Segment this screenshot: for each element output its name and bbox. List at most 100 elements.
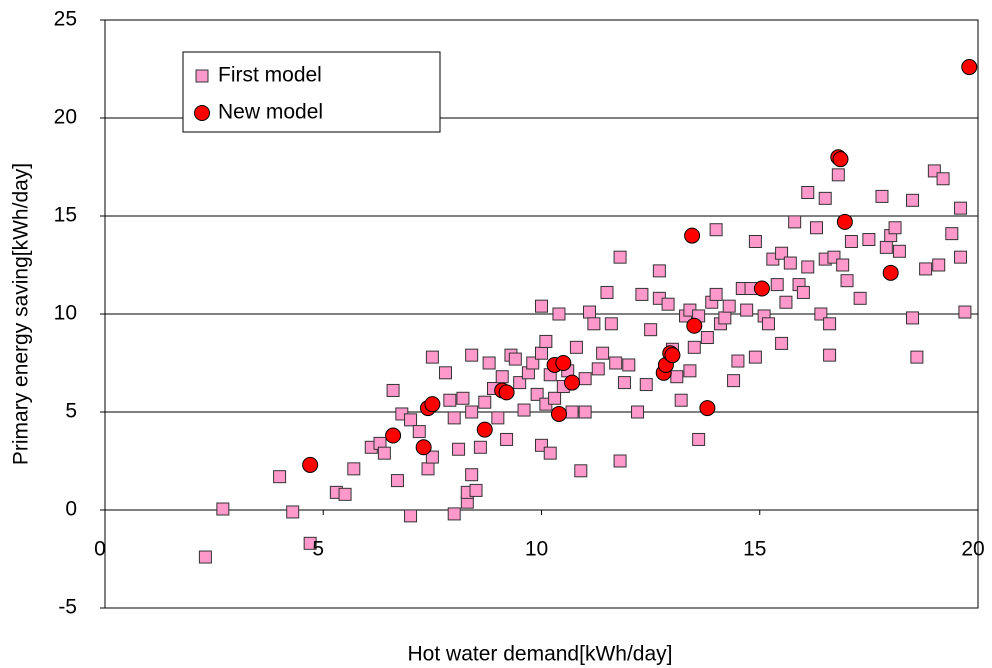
data-point — [731, 354, 745, 368]
data-point — [748, 234, 762, 248]
data-point — [390, 474, 404, 488]
data-point — [438, 366, 452, 380]
data-point — [954, 250, 968, 264]
legend-label: First model — [218, 64, 322, 87]
data-point — [622, 358, 636, 372]
data-point — [286, 505, 300, 519]
data-point — [424, 396, 441, 413]
data-point — [604, 317, 618, 331]
data-point — [564, 374, 581, 391]
data-point — [801, 185, 815, 199]
x-tick-label: 20 — [961, 538, 984, 561]
data-point — [216, 502, 230, 516]
data-point — [574, 464, 588, 478]
data-point — [578, 405, 592, 419]
data-point — [530, 387, 544, 401]
x-tick-label: 10 — [525, 538, 548, 561]
data-point — [718, 311, 732, 325]
x-axis-label: Hot water demand[kWh/day] — [408, 643, 673, 666]
data-point — [465, 405, 479, 419]
data-point — [456, 391, 470, 405]
data-point — [709, 287, 723, 301]
data-point — [832, 151, 849, 168]
data-point — [836, 258, 850, 272]
data-point — [482, 356, 496, 370]
data-point — [404, 413, 418, 427]
data-point — [404, 509, 418, 523]
x-tick-label: 0 — [94, 538, 106, 561]
data-point — [635, 287, 649, 301]
data-point — [879, 240, 893, 254]
data-point — [814, 307, 828, 321]
data-point — [639, 378, 653, 392]
data-point — [699, 400, 716, 417]
data-point — [892, 244, 906, 258]
data-point — [569, 340, 583, 354]
data-point — [613, 454, 627, 468]
data-point — [338, 487, 352, 501]
data-point — [447, 411, 461, 425]
data-point — [412, 425, 426, 439]
data-point — [552, 307, 566, 321]
data-point — [779, 295, 793, 309]
data-point — [882, 264, 899, 281]
data-point — [303, 536, 317, 550]
data-point — [548, 391, 562, 405]
data-point — [535, 299, 548, 313]
data-point — [591, 362, 605, 376]
x-tick-label: 15 — [743, 538, 766, 561]
x-tick-label: 5 — [312, 538, 324, 561]
data-point — [862, 233, 876, 247]
y-tick-label: 10 — [54, 302, 77, 325]
data-point — [415, 439, 432, 456]
data-point — [801, 260, 815, 274]
data-point — [796, 285, 810, 299]
data-point — [600, 285, 614, 299]
data-point — [954, 201, 968, 215]
data-point — [844, 234, 858, 248]
data-point — [526, 356, 540, 370]
data-point — [347, 462, 361, 476]
data-point — [906, 193, 920, 207]
data-point — [888, 221, 902, 235]
data-point — [385, 427, 402, 444]
data-point — [421, 462, 435, 476]
data-point — [465, 468, 479, 482]
data-point — [686, 317, 703, 334]
data-point — [670, 370, 684, 384]
data-point — [853, 291, 867, 305]
data-point — [476, 421, 493, 438]
data-point — [788, 215, 802, 229]
data-point — [823, 348, 837, 362]
data-point — [836, 213, 853, 230]
data-point — [692, 432, 706, 446]
data-point — [578, 372, 592, 386]
data-point — [875, 189, 889, 203]
data-point — [495, 370, 509, 384]
data-point — [919, 262, 933, 276]
data-point — [631, 405, 645, 419]
data-point — [753, 280, 770, 297]
data-point — [465, 348, 479, 362]
data-point — [727, 374, 741, 388]
data-point — [517, 403, 531, 417]
legend-box — [182, 51, 441, 133]
data-point — [498, 384, 515, 401]
data-point — [818, 191, 832, 205]
data-point — [443, 393, 457, 407]
data-point — [945, 227, 959, 241]
data-point — [500, 432, 514, 446]
data-point — [583, 305, 597, 319]
legend-marker — [194, 105, 210, 121]
data-point — [452, 442, 466, 456]
data-point — [652, 264, 666, 278]
data-point — [508, 352, 522, 366]
data-point — [823, 317, 837, 331]
data-point — [478, 395, 492, 409]
y-tick-label: 0 — [65, 498, 77, 521]
data-point — [543, 446, 557, 460]
data-point — [491, 411, 505, 425]
data-point — [565, 405, 579, 419]
data-point — [302, 456, 319, 473]
data-point — [425, 350, 439, 364]
